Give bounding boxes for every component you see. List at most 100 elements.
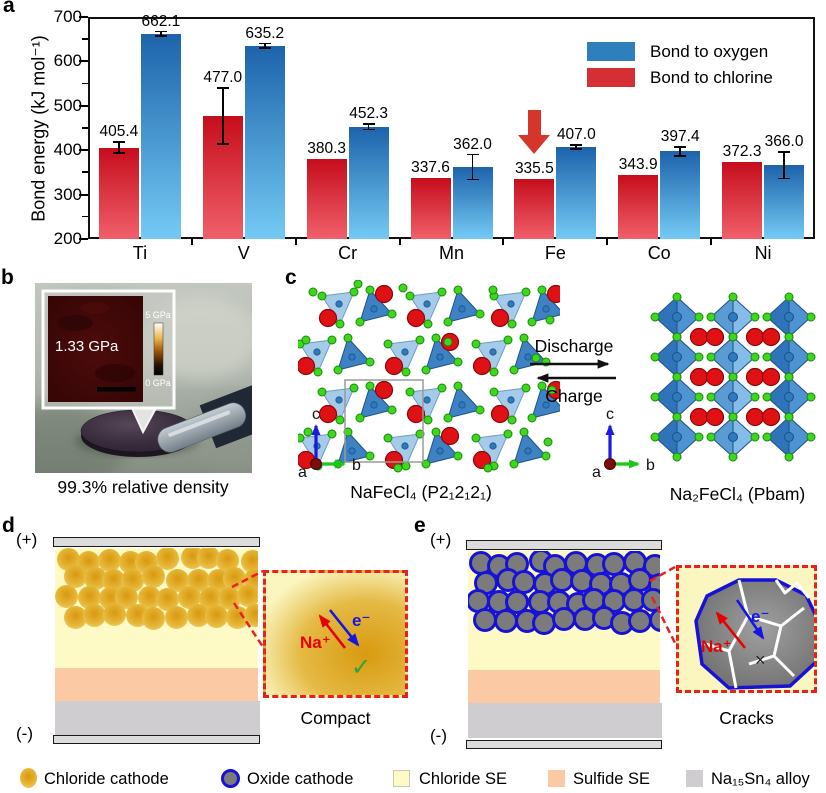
- alloy-anode-layer-e: [468, 703, 662, 738]
- error-cap: [362, 123, 375, 126]
- bar-value-label: 366.0: [764, 132, 804, 150]
- y-tick-label: 200: [53, 229, 82, 248]
- chloride-particle: [187, 604, 211, 628]
- y-tick-label: 300: [53, 184, 82, 204]
- error-bar: [367, 124, 370, 130]
- bar-value-label: 337.6: [411, 158, 450, 176]
- sulfide-se-layer-d: [55, 668, 258, 701]
- bar-value-label: 635.2: [245, 24, 285, 42]
- error-cap: [674, 154, 687, 157]
- bar-chlorine: [722, 162, 763, 239]
- plot-frame: [88, 17, 815, 239]
- chloride-particle: [103, 603, 127, 627]
- error-cap: [362, 128, 375, 131]
- positive-terminal-d: (+): [16, 530, 38, 549]
- legend-chloride-cathode-label: Chloride cathode: [44, 770, 169, 788]
- error-cap: [258, 42, 271, 45]
- error-cap: [778, 150, 791, 153]
- pellet-photo: 1.33 GPa 5 GPa 0 GPa: [35, 283, 252, 473]
- na2fecl4-structure: [650, 292, 816, 462]
- axis-a-label: a: [592, 464, 601, 480]
- x-tick: [502, 239, 505, 245]
- error-cap: [778, 177, 791, 180]
- category-label: Fe: [544, 243, 566, 263]
- chloride-particle: [237, 584, 258, 608]
- compact-caption: Compact: [300, 708, 371, 728]
- error-bar: [263, 43, 266, 48]
- legend-alloy-icon: [686, 770, 703, 787]
- error-bar: [575, 144, 578, 150]
- legend-sulfide-se-icon: [548, 770, 565, 787]
- x-tick: [606, 239, 609, 245]
- zoom-connector-d: [231, 569, 265, 648]
- chloride-particle: [115, 586, 139, 610]
- error-cap: [154, 35, 167, 37]
- y-tick: [79, 238, 88, 240]
- panel-label-b: b: [1, 266, 14, 289]
- compact-annotations: Na⁺ e⁻ ✓: [300, 609, 371, 681]
- category-label: Co: [647, 243, 671, 263]
- y-tick-label: 400: [53, 140, 82, 160]
- legend-swatch-chlorine: [587, 68, 635, 87]
- y-tick: [79, 104, 88, 107]
- legend-chloride-cathode-icon: [20, 768, 37, 788]
- bar-value-label: 335.5: [514, 159, 554, 177]
- error-cap: [258, 46, 271, 49]
- oxide-cathode-layer: [468, 551, 660, 670]
- error-bar: [159, 31, 162, 37]
- error-cap: [466, 153, 479, 156]
- category-label: Ni: [754, 243, 772, 263]
- category-label: Ti: [132, 243, 148, 263]
- panel-label-c: c: [285, 266, 297, 289]
- chloride-particle: [165, 568, 189, 592]
- error-cap: [154, 30, 167, 33]
- chloride-particle: [199, 586, 223, 610]
- bar-value-label: 477.0: [203, 69, 243, 87]
- bar-value-label: 452.3: [349, 105, 389, 123]
- chloride-particle: [83, 604, 107, 628]
- axis-c-label: c: [312, 406, 320, 423]
- error-cap: [112, 152, 125, 154]
- sulfide-se-layer-e: [468, 670, 660, 703]
- chloride-particle: [121, 569, 145, 592]
- legend-oxide-cathode-label: Oxide cathode: [247, 770, 354, 788]
- charge-label: Charge: [545, 386, 603, 406]
- y-minor-tick: [82, 127, 88, 129]
- legend-chloride-se-label: Chloride SE: [419, 770, 508, 788]
- legend-oxide-cathode-icon: [221, 769, 240, 788]
- right-formula: Na₂FeCl₄ (Pbam): [669, 484, 806, 504]
- error-bar: [117, 142, 120, 154]
- chloride-particle: [222, 566, 246, 590]
- bar-oxygen: [556, 147, 597, 239]
- cracked-particle-zoom: Na⁺ e⁻ ×: [676, 565, 817, 693]
- category-label: V: [237, 243, 250, 263]
- y-tick: [79, 60, 88, 63]
- y-tick-label: 700: [53, 7, 82, 26]
- chloride-particle: [137, 586, 161, 610]
- scalebar: [97, 387, 136, 392]
- error-cap: [466, 178, 479, 181]
- chart-bars: 200 300 400 500 600 700 Ti 405.4 662.1 V 477.0 635.…: [0, 0, 826, 263]
- axis-b-label: b: [352, 457, 361, 474]
- bar-chlorine: [618, 175, 659, 239]
- chloride-particle: [141, 607, 165, 631]
- bond-energy-chart: Bond energy (kJ mol⁻¹) 200 300 400 500 600 70…: [0, 0, 826, 263]
- y-tick-label: 500: [53, 95, 82, 115]
- electron-label: e⁻: [751, 607, 769, 626]
- chloride-particle: [63, 605, 87, 629]
- bar-value-label: 397.4: [660, 127, 700, 145]
- chloride-particle: [204, 604, 228, 628]
- legend-label-oxygen: Bond to oxygen: [650, 42, 769, 61]
- unit-cell-outline: [344, 379, 424, 463]
- arrow-head: [518, 135, 551, 154]
- oxide-particle: [628, 609, 653, 634]
- left-formula: NaFeCl₄ (P2₁2₁2₁): [350, 482, 492, 502]
- positive-terminal-e: (+): [430, 530, 452, 549]
- bar-oxygen: [660, 151, 701, 239]
- current-collector-bottom-e: [466, 740, 662, 749]
- na-ion-label: Na⁺: [300, 633, 331, 652]
- legend-chloride-se-icon: [393, 770, 410, 787]
- error-cap: [216, 87, 229, 89]
- axis-indicator-right: c b a: [592, 406, 655, 480]
- x-tick: [710, 239, 713, 245]
